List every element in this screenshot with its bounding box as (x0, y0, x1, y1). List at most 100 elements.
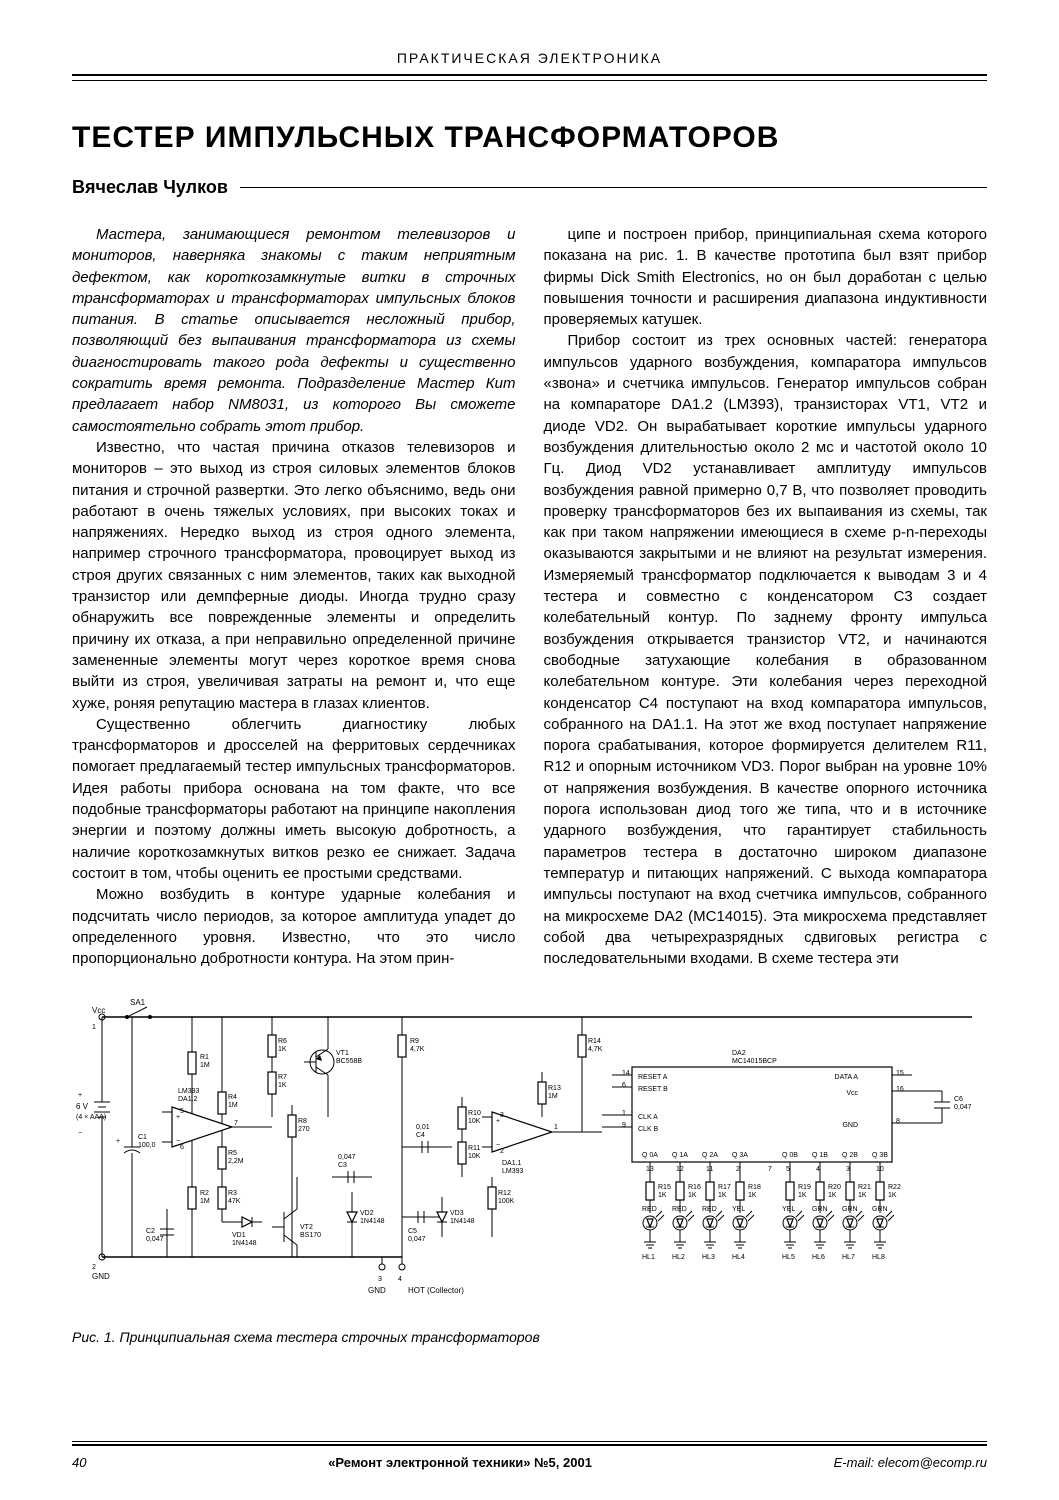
svg-text:YEL: YEL (732, 1206, 745, 1213)
reset-b: RESET B (638, 1086, 668, 1093)
svg-text:RED: RED (702, 1206, 717, 1213)
author-row: Вячеслав Чулков (72, 177, 987, 198)
svg-text:HL6: HL6 (812, 1254, 825, 1261)
svg-text:R16: R16 (688, 1184, 701, 1191)
hot: HOT (Collector) (408, 1286, 464, 1295)
reset-a: RESET A (638, 1074, 668, 1081)
vt2: BS170 (300, 1232, 321, 1239)
svg-text:3: 3 (846, 1166, 850, 1173)
clk-b: CLK B (638, 1126, 659, 1133)
svg-text:HL2: HL2 (672, 1254, 685, 1261)
svg-text:1K: 1K (688, 1192, 697, 1199)
svg-text:Q 1A: Q 1A (672, 1152, 688, 1159)
r6: 1K (278, 1046, 287, 1053)
clk-a: CLK A (638, 1114, 658, 1121)
svg-text:R19: R19 (798, 1184, 811, 1191)
svg-text:+: + (78, 1092, 82, 1099)
da1-name: LM393 (178, 1088, 200, 1095)
svg-text:7: 7 (234, 1120, 238, 1127)
da2: MC14015BCP (732, 1058, 777, 1065)
svg-text:R2: R2 (200, 1190, 209, 1197)
svg-text:2: 2 (500, 1148, 504, 1155)
svg-text:HL4: HL4 (732, 1254, 745, 1261)
r10: 10K (468, 1118, 481, 1125)
svg-text:R21: R21 (858, 1184, 871, 1191)
figure-1: .w { stroke:#000; stroke-width:1; fill:n… (72, 997, 987, 1345)
batt-v: 6 V (76, 1102, 89, 1111)
c1: 100,0 (138, 1142, 156, 1149)
svg-text:Q 3B: Q 3B (872, 1152, 888, 1159)
svg-text:RED: RED (642, 1206, 657, 1213)
r14: 4,7K (588, 1046, 603, 1053)
svg-text:+: + (176, 1114, 180, 1121)
svg-text:GRN: GRN (842, 1206, 858, 1213)
svg-text:2: 2 (736, 1166, 740, 1173)
c3: 0,047 (338, 1154, 356, 1161)
term-4: 4 (398, 1276, 402, 1283)
svg-text:R9: R9 (410, 1038, 419, 1045)
paragraph: Можно возбудить в контуре ударные колеба… (72, 884, 516, 969)
svg-text:R15: R15 (658, 1184, 671, 1191)
svg-text:1K: 1K (828, 1192, 837, 1199)
svg-text:Q 1B: Q 1B (812, 1152, 828, 1159)
svg-text:1K: 1K (718, 1192, 727, 1199)
svg-text:1K: 1K (658, 1192, 667, 1199)
r5: 2,2M (228, 1158, 244, 1165)
paragraph: ципе и построен прибор, принципиальная с… (544, 224, 988, 330)
paragraph: Прибор состоит из трех основных частей: … (544, 330, 988, 969)
term-2: 2 (92, 1264, 96, 1271)
svg-text:14: 14 (622, 1070, 630, 1077)
svg-text:C5: C5 (408, 1228, 417, 1235)
term-1: 1 (92, 1024, 96, 1031)
svg-text:3: 3 (500, 1112, 504, 1119)
svg-text:C4: C4 (416, 1132, 425, 1139)
label-vcc: Vcc (92, 1006, 105, 1015)
da1-1: DA1.1 (502, 1160, 522, 1167)
svg-text:R4: R4 (228, 1094, 237, 1101)
label-sa1: SA1 (130, 998, 146, 1007)
footer-center: «Ремонт электронной техники» №5, 2001 (328, 1455, 592, 1470)
vcc-pin: Vcc (846, 1090, 858, 1097)
data-a: DATA A (835, 1074, 859, 1081)
svg-text:1: 1 (622, 1110, 626, 1117)
c6: 0,047 (954, 1104, 972, 1111)
svg-text:VT2: VT2 (300, 1224, 313, 1231)
r4: 1M (228, 1102, 238, 1109)
svg-text:R7: R7 (278, 1074, 287, 1081)
da1-1-name: LM393 (502, 1168, 524, 1175)
svg-text:1K: 1K (748, 1192, 757, 1199)
vd1: 1N4148 (232, 1240, 257, 1247)
c5: 0,047 (408, 1236, 426, 1243)
term-3: 3 (378, 1276, 382, 1283)
r13: 1M (548, 1093, 558, 1100)
vt1: BC558B (336, 1058, 362, 1065)
r1: 1M (200, 1062, 210, 1069)
svg-text:R10: R10 (468, 1110, 481, 1117)
svg-text:YEL: YEL (782, 1206, 795, 1213)
c4: 0,01 (416, 1124, 430, 1131)
page-footer: 40 «Ремонт электронной техники» №5, 2001… (72, 1441, 987, 1470)
gnd-left: GND (92, 1272, 110, 1281)
svg-text:9: 9 (622, 1122, 626, 1129)
r7: 1K (278, 1082, 287, 1089)
r8: 270 (298, 1126, 310, 1133)
svg-text:16: 16 (896, 1086, 904, 1093)
paragraph: Существенно облегчить диагностику любых … (72, 714, 516, 884)
svg-text:6: 6 (622, 1082, 626, 1089)
figure-caption: Рис. 1. Принципиальная схема тестера стр… (72, 1329, 987, 1345)
author-rule (240, 187, 987, 188)
svg-text:DA2: DA2 (732, 1050, 746, 1057)
svg-text:+: + (116, 1138, 120, 1145)
r3: 47K (228, 1198, 241, 1205)
svg-text:4: 4 (816, 1166, 820, 1173)
page-number: 40 (72, 1455, 86, 1470)
svg-text:GRN: GRN (812, 1206, 828, 1213)
svg-text:R22: R22 (888, 1184, 901, 1191)
c2: 0,047 (146, 1236, 164, 1243)
header-rule (72, 80, 987, 81)
svg-text:C6: C6 (954, 1096, 963, 1103)
svg-text:+: + (496, 1118, 500, 1125)
svg-text:R18: R18 (748, 1184, 761, 1191)
lead-paragraph: Мастера, занимающиеся ремонтом телевизор… (72, 224, 516, 437)
svg-text:7: 7 (768, 1166, 772, 1173)
